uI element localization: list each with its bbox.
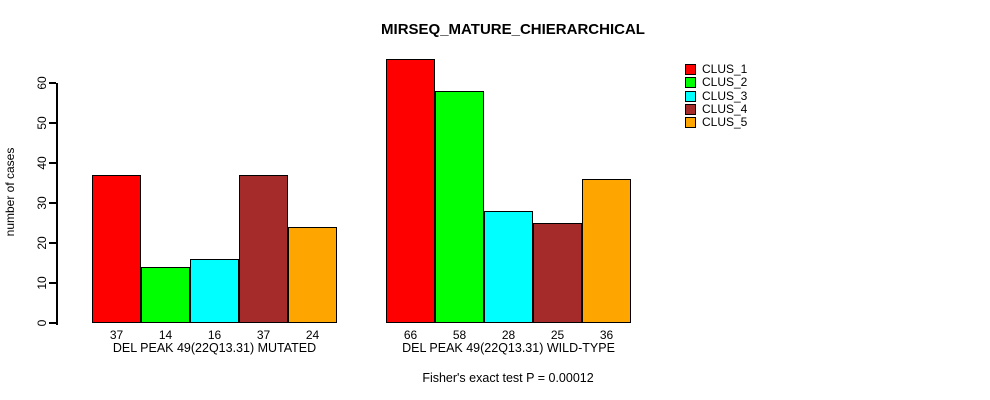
legend-label: CLUS_2 bbox=[702, 75, 748, 90]
legend-item-clus_4: CLUS_4 bbox=[685, 101, 748, 116]
bar-clus_2-group2 bbox=[435, 91, 484, 323]
group-label-2: DEL PEAK 49(22Q13.31) WILD-TYPE bbox=[402, 341, 615, 355]
bar-value-label: 16 bbox=[207, 328, 222, 342]
y-axis-tick-label: 60 bbox=[35, 76, 49, 90]
bar-clus_4-group2 bbox=[533, 223, 582, 323]
legend-label: CLUS_4 bbox=[702, 101, 748, 116]
bar-value-label: 28 bbox=[501, 328, 516, 342]
y-axis-tick bbox=[49, 122, 56, 124]
legend-color-swatch bbox=[685, 77, 696, 89]
bar-value-label: 37 bbox=[256, 328, 271, 342]
bar-clus_5-group1 bbox=[288, 227, 337, 323]
legend-label: CLUS_3 bbox=[702, 88, 748, 103]
bar-clus_4-group1 bbox=[239, 175, 288, 323]
bar-clus_1-group2 bbox=[386, 59, 435, 323]
legend-color-swatch bbox=[685, 64, 696, 76]
legend-color-swatch bbox=[685, 117, 696, 129]
bar-value-label: 14 bbox=[158, 328, 173, 342]
bar-value-label: 36 bbox=[599, 328, 614, 342]
bar-value-label: 24 bbox=[305, 328, 320, 342]
y-axis-tick bbox=[49, 82, 56, 84]
y-axis-tick bbox=[49, 242, 56, 244]
bar-value-label: 66 bbox=[403, 328, 418, 342]
y-axis-tick-label: 50 bbox=[35, 116, 49, 130]
y-axis-tick-label: 20 bbox=[35, 236, 49, 250]
legend-item-clus_2: CLUS_2 bbox=[685, 75, 748, 90]
y-axis-tick bbox=[49, 282, 56, 284]
bar-value-label: 25 bbox=[550, 328, 565, 342]
bar-clus_5-group2 bbox=[582, 179, 631, 323]
legend-color-swatch bbox=[685, 90, 696, 102]
legend-label: CLUS_5 bbox=[702, 115, 748, 130]
legend: CLUS_1 CLUS_2 CLUS_3 CLUS_4 CLUS_5 bbox=[685, 62, 748, 130]
bar-clus_1-group1 bbox=[92, 175, 141, 323]
bar-clus_2-group1 bbox=[141, 267, 190, 323]
y-axis-label: number of cases bbox=[3, 147, 17, 237]
y-axis-tick bbox=[49, 202, 56, 204]
y-axis-tick-label: 40 bbox=[35, 156, 49, 170]
group-label-1: DEL PEAK 49(22Q13.31) MUTATED bbox=[112, 341, 317, 355]
legend-item-clus_5: CLUS_5 bbox=[685, 115, 748, 130]
legend-label: CLUS_1 bbox=[702, 62, 748, 76]
legend-item-clus_1: CLUS_1 bbox=[685, 62, 748, 76]
legend-item-clus_3: CLUS_3 bbox=[685, 88, 748, 103]
legend-color-swatch bbox=[685, 104, 696, 116]
bar-clus_3-group1 bbox=[190, 259, 239, 323]
bar-value-label: 37 bbox=[109, 328, 124, 342]
chart-title: MIRSEQ_MATURE_CHIERARCHICAL bbox=[381, 21, 645, 38]
bar-clus_3-group2 bbox=[484, 211, 533, 323]
y-axis-tick-label: 30 bbox=[35, 196, 49, 210]
bar-value-label: 58 bbox=[452, 328, 467, 342]
caption: Fisher's exact test P = 0.00012 bbox=[422, 371, 594, 385]
y-axis-line bbox=[56, 83, 58, 325]
y-axis-tick bbox=[49, 322, 56, 324]
y-axis-tick-label: 10 bbox=[35, 276, 49, 290]
y-axis-tick bbox=[49, 162, 56, 164]
y-axis-tick-label: 0 bbox=[35, 319, 49, 327]
